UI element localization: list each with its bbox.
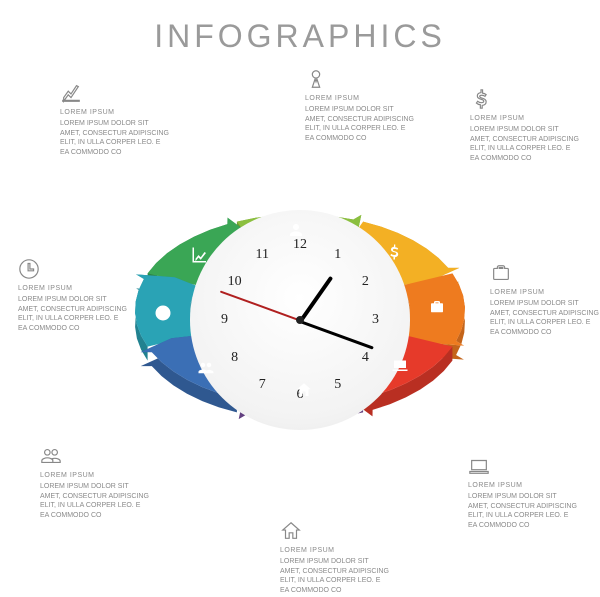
laptop-icon	[468, 455, 578, 477]
briefcase-icon	[428, 298, 446, 316]
clock-pivot	[296, 316, 304, 324]
clock-numeral: 9	[221, 312, 228, 328]
caption-top-right: LOREM IPSUM LOREM IPSUM DOLOR SIT AMET, C…	[470, 88, 580, 163]
clock-numeral: 8	[231, 350, 238, 366]
laptop-icon	[391, 356, 409, 374]
caption-body: LOREM IPSUM DOLOR SIT AMET, CONSECTUR AD…	[305, 105, 415, 143]
caption-title: LOREM IPSUM	[280, 546, 390, 555]
caption-body: LOREM IPSUM DOLOR SIT AMET, CONSECTUR AD…	[468, 492, 578, 530]
home-icon	[280, 520, 390, 542]
person-icon	[287, 221, 305, 239]
clock-numeral: 2	[362, 274, 369, 290]
clock-icon	[154, 304, 172, 322]
caption-body: LOREM IPSUM DOLOR SIT AMET, CONSECTUR AD…	[18, 295, 128, 333]
page-title: INFOGRAPHICS	[0, 18, 600, 55]
caption-title: LOREM IPSUM	[305, 94, 415, 103]
caption-title: LOREM IPSUM	[468, 481, 578, 490]
clock-numeral: 5	[334, 377, 341, 393]
caption-mid-left: LOREM IPSUM LOREM IPSUM DOLOR SIT AMET, C…	[18, 258, 128, 333]
caption-bot-right: LOREM IPSUM LOREM IPSUM DOLOR SIT AMET, C…	[468, 455, 578, 530]
caption-bot-left: LOREM IPSUM LOREM IPSUM DOLOR SIT AMET, C…	[40, 445, 150, 520]
clock-minute-hand	[299, 320, 373, 349]
caption-body: LOREM IPSUM DOLOR SIT AMET, CONSECTUR AD…	[490, 299, 600, 337]
clock-second-hand	[220, 291, 300, 321]
caption-title: LOREM IPSUM	[470, 114, 580, 123]
caption-title: LOREM IPSUM	[490, 288, 600, 297]
caption-title: LOREM IPSUM	[18, 284, 128, 293]
people-icon	[40, 445, 150, 467]
caption-top-left: LOREM IPSUM LOREM IPSUM DOLOR SIT AMET, C…	[60, 82, 170, 157]
briefcase-icon	[490, 262, 600, 284]
caption-body: LOREM IPSUM DOLOR SIT AMET, CONSECTUR AD…	[280, 557, 390, 595]
arrow-ring: 121234567891011	[120, 140, 480, 500]
clock-numeral: 1	[334, 247, 341, 263]
clock-numeral: 11	[256, 247, 269, 263]
clock-numeral: 3	[372, 312, 379, 328]
caption-body: LOREM IPSUM DOLOR SIT AMET, CONSECTUR AD…	[60, 119, 170, 157]
clock-numeral: 7	[259, 377, 266, 393]
caption-top-center: LOREM IPSUM LOREM IPSUM DOLOR SIT AMET, C…	[305, 68, 415, 143]
chart-icon	[191, 246, 209, 264]
chart-line-icon	[60, 82, 170, 104]
clock-hour-hand	[298, 276, 333, 323]
caption-title: LOREM IPSUM	[60, 108, 170, 117]
clock-numeral: 4	[362, 350, 369, 366]
caption-body: LOREM IPSUM DOLOR SIT AMET, CONSECTUR AD…	[40, 482, 150, 520]
clock-icon	[18, 258, 128, 280]
caption-bot-center: LOREM IPSUM LOREM IPSUM DOLOR SIT AMET, C…	[280, 520, 390, 595]
dollar-icon	[385, 243, 403, 261]
home-icon	[295, 381, 313, 399]
caption-body: LOREM IPSUM DOLOR SIT AMET, CONSECTUR AD…	[470, 125, 580, 163]
dollar-icon	[470, 88, 580, 110]
clock-numeral: 10	[228, 274, 242, 290]
person-tie-icon	[305, 68, 415, 90]
people-icon	[197, 359, 215, 377]
caption-title: LOREM IPSUM	[40, 471, 150, 480]
caption-mid-right: LOREM IPSUM LOREM IPSUM DOLOR SIT AMET, C…	[490, 262, 600, 337]
